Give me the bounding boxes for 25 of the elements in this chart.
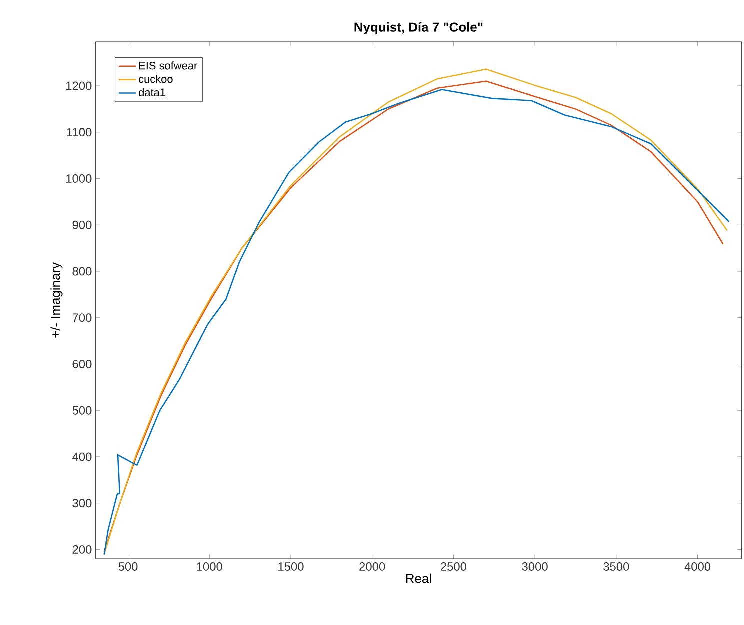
y-tick-label: 1000 [66,174,92,183]
x-tick-label: 3500 [604,562,630,571]
x-tick-label: 1500 [278,562,304,571]
y-tick-label: 300 [72,499,92,508]
y-tick-label: 500 [72,406,92,415]
y-axis-title: +/- Imaginary [50,262,63,338]
x-tick-label: 500 [118,562,138,571]
x-tick-label: 2000 [360,562,386,571]
x-tick-label: 3000 [522,562,548,571]
y-tick-label: 1200 [66,82,92,90]
y-tick-label: 900 [72,220,92,230]
x-tick-label: 4000 [684,562,711,571]
legend-label: data1 [139,88,166,97]
y-tick-label: 700 [72,314,92,322]
x-axis-title: Real [406,574,432,584]
chart-title: Nyquist, Día 7 "Cole" [354,22,483,34]
x-tick-label: 1000 [197,562,222,571]
y-tick-label: 600 [72,360,92,368]
y-tick-label: 800 [72,267,92,276]
legend-label: EIS sofwear [139,62,198,70]
legend-label: cuckoo [139,75,173,84]
y-tick-label: 400 [72,452,92,462]
y-tick-label: 1100 [67,128,92,137]
y-tick-label: 200 [72,545,92,554]
x-tick-label: 2500 [440,562,467,571]
